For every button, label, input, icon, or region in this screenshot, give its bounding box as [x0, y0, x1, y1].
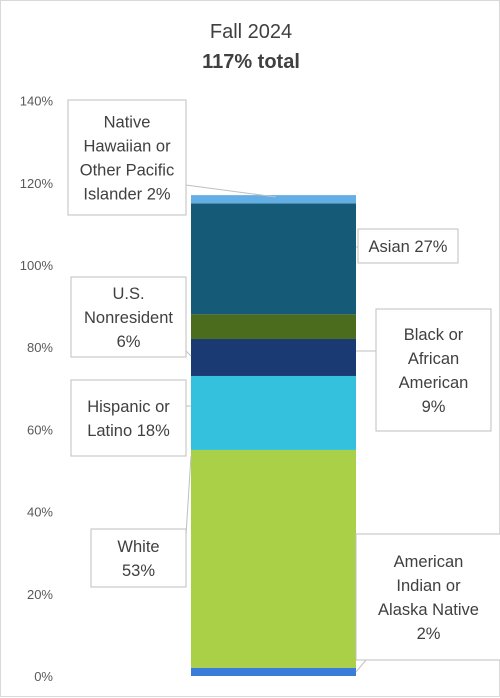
callout-box-u-s-nonresident — [70, 276, 187, 358]
y-tick-label-40: 40% — [27, 505, 53, 520]
leader-line-american-indian-or-alaska-native — [355, 659, 367, 673]
y-tick-label-60: 60% — [27, 422, 53, 437]
y-tick-label-0: 0% — [34, 669, 53, 684]
data-label-u-s-nonresident: U.S. Nonresident 6% — [84, 285, 173, 351]
callout-box-hispanic-or-latino — [70, 379, 187, 457]
bar-segment-native-hawaiian-or-other-pacific-islander — [191, 195, 356, 204]
callout-box-black-or-african-american — [375, 308, 492, 432]
bar-segment-u-s-nonresident — [191, 314, 356, 339]
leader-line-u-s-nonresident — [185, 350, 192, 357]
data-label-hispanic-or-latino: Hispanic or Latino 18% — [87, 398, 170, 440]
y-tick-label-100: 100% — [20, 258, 54, 273]
chart-subtitle: 117% total — [202, 51, 300, 73]
data-label-american-indian-or-alaska-native: American Indian or Alaska Native 2% — [378, 553, 479, 643]
data-label-black-or-african-american: Black or African American 9% — [399, 326, 469, 416]
data-label-asian: Asian 27% — [369, 238, 448, 256]
data-label-white: White 53% — [117, 538, 159, 580]
chart-title: Fall 2024 — [209, 21, 293, 43]
bar-segment-american-indian-or-alaska-native — [191, 667, 356, 676]
y-tick-label-140: 140% — [20, 94, 54, 109]
data-label-native-hawaiian-or-other-pacific-islander: Native Hawaiian or Other Pacific Islander 2… — [80, 114, 174, 204]
y-tick-label-20: 20% — [27, 587, 53, 602]
leader-line-native-hawaiian-or-other-pacific-islander — [185, 184, 277, 198]
bar-segment-white — [191, 449, 356, 668]
y-tick-label-120: 120% — [20, 176, 54, 191]
callout-box-white — [90, 528, 187, 588]
callout-box-asian — [357, 228, 459, 264]
y-tick-label-80: 80% — [27, 340, 53, 355]
bar-segment-asian — [191, 203, 356, 315]
bar-segment-hispanic-or-latino — [191, 375, 356, 450]
leader-line-white — [185, 455, 192, 536]
callout-box-american-indian-or-alaska-native — [355, 533, 500, 661]
bar-segment-black-or-african-american — [191, 338, 356, 376]
callout-box-native-hawaiian-or-other-pacific-islander — [67, 99, 187, 216]
